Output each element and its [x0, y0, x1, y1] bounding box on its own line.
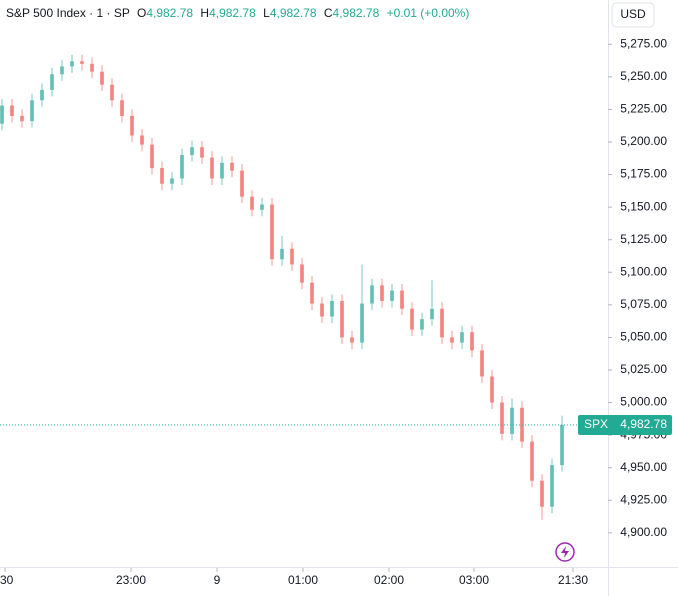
candle-body: [560, 424, 564, 466]
candle-body: [90, 63, 94, 72]
candle-body: [280, 248, 284, 260]
last-price-label: 4,982.78: [620, 417, 667, 431]
x-tick-label: :30: [0, 573, 14, 587]
legend-key: H: [200, 6, 209, 20]
candle-body: [220, 162, 224, 179]
y-tick-label: 5,275.00: [620, 36, 667, 50]
candle-body: [0, 105, 4, 124]
candle-body: [480, 350, 484, 377]
candle-body: [270, 204, 274, 260]
candle-body: [340, 300, 344, 338]
candle-body: [510, 407, 514, 434]
last-symbol: SPX: [584, 417, 608, 431]
candle-body: [20, 115, 24, 122]
candle-body: [150, 144, 154, 169]
legend-change: +0.01 (+0.00%): [387, 6, 470, 20]
y-tick-label: 5,175.00: [620, 167, 667, 181]
candle-body: [380, 285, 384, 301]
y-tick-label: 5,100.00: [620, 264, 667, 278]
candle-body: [440, 308, 444, 338]
y-tick-label: 4,900.00: [620, 525, 667, 539]
candle-body: [10, 105, 14, 116]
candle-body: [100, 71, 104, 85]
y-tick-label: 5,225.00: [620, 102, 667, 116]
candle-body: [260, 204, 264, 210]
candle-body: [540, 480, 544, 507]
candle-body: [170, 178, 174, 184]
last-price-box: [578, 414, 672, 435]
legend-value: 4,982.78: [146, 6, 193, 20]
candle-body: [300, 264, 304, 283]
candle-body: [70, 61, 74, 67]
candle-body: [330, 300, 334, 317]
legend-key: C: [324, 6, 333, 20]
candle-body: [500, 402, 504, 434]
candle-body: [530, 441, 534, 481]
y-tick-label: 5,025.00: [620, 362, 667, 376]
candle-body: [50, 74, 54, 90]
candle-body: [320, 303, 324, 317]
candle-body: [240, 170, 244, 197]
y-tick-label: 4,925.00: [620, 492, 667, 506]
legend-value: 4,982.78: [270, 6, 317, 20]
y-tick-label: 5,250.00: [620, 69, 667, 83]
candle-body: [40, 89, 44, 101]
y-tick-label: 5,050.00: [620, 330, 667, 344]
legend-symbol: S&P 500 Index · 1 · SP: [6, 6, 130, 20]
candle-body: [420, 319, 424, 330]
x-tick-label: 03:00: [459, 573, 489, 587]
candle-body: [80, 61, 84, 64]
candle-body: [410, 308, 414, 330]
candle-body: [470, 332, 474, 351]
x-tick-label: 21:30: [558, 573, 588, 587]
y-tick-label: 5,125.00: [620, 232, 667, 246]
currency[interactable]: USD: [620, 7, 646, 21]
candle-body: [310, 282, 314, 304]
candle-body: [290, 248, 294, 265]
candle-body: [30, 100, 34, 122]
candles: [0, 54, 564, 520]
legend-value: 4,982.78: [209, 6, 256, 20]
candle-body: [190, 147, 194, 156]
candle-body: [120, 100, 124, 116]
y-tick-label: 5,150.00: [620, 199, 667, 213]
currency-button[interactable]: [611, 2, 655, 28]
alert-bolt[interactable]: [561, 546, 569, 558]
candle-body: [350, 337, 354, 343]
x-tick-label: 01:00: [288, 573, 318, 587]
candle-body: [460, 332, 464, 343]
candle-body: [200, 147, 204, 158]
candle-body: [230, 162, 234, 171]
y-tick-label: 5,000.00: [620, 395, 667, 409]
candle-body: [400, 290, 404, 309]
candle-body: [490, 376, 494, 403]
legend-value: 4,982.78: [333, 6, 380, 20]
candle-body: [550, 465, 554, 507]
candle-body: [450, 337, 454, 343]
candle-body: [110, 84, 114, 101]
legend-key: L: [263, 6, 270, 20]
candle-body: [390, 290, 394, 301]
candle-body: [210, 157, 214, 179]
x-tick-label: 9: [214, 573, 221, 587]
x-tick-label: 23:00: [116, 573, 146, 587]
candle-body: [60, 66, 64, 75]
y-tick-label: 4,950.00: [620, 460, 667, 474]
candle-body: [250, 196, 254, 210]
candle-body: [360, 303, 364, 343]
alert-icon[interactable]: [555, 542, 575, 562]
y-tick-label: 5,200.00: [620, 134, 667, 148]
candle-body: [130, 115, 134, 136]
candle-body: [370, 285, 374, 304]
y-tick-label: 5,075.00: [620, 297, 667, 311]
candle-body: [160, 168, 164, 184]
legend-key: O: [137, 6, 146, 20]
legend: S&P 500 Index · 1 · SP O4,982.78 H4,982.…: [6, 6, 469, 20]
candle-body: [180, 155, 184, 179]
candle-body: [140, 135, 144, 145]
x-tick-label: 02:00: [374, 573, 404, 587]
candle-body: [430, 308, 434, 320]
